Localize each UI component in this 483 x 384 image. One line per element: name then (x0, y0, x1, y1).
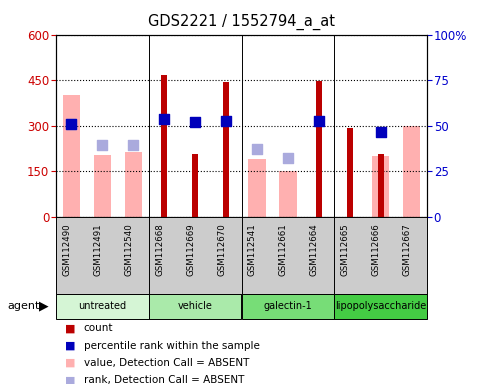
Point (253, 146, 261, 152)
Text: GSM112669: GSM112669 (186, 223, 195, 276)
Text: GSM112665: GSM112665 (341, 223, 350, 276)
Bar (161, 75, 167, 217)
Text: count: count (84, 323, 113, 333)
Text: value, Detection Call = ABSENT: value, Detection Call = ABSENT (84, 358, 249, 368)
Text: GSM112668: GSM112668 (155, 223, 164, 276)
Bar (125, 152, 142, 217)
Text: galectin-1: galectin-1 (264, 301, 313, 311)
Text: percentile rank within the sample: percentile rank within the sample (84, 341, 259, 351)
Bar (378, 154, 384, 217)
Text: GSM112664: GSM112664 (310, 223, 319, 276)
Bar (192, 154, 198, 217)
Bar (316, 81, 322, 217)
Bar (372, 156, 389, 217)
Text: GSM112541: GSM112541 (248, 223, 257, 276)
Bar (56, 294, 149, 319)
Point (191, 119, 199, 125)
Text: ■: ■ (65, 375, 76, 384)
Text: untreated: untreated (78, 301, 126, 311)
Bar (280, 171, 297, 217)
Text: GSM112666: GSM112666 (372, 223, 381, 276)
Point (98, 142, 106, 148)
Text: lipopolysaccharide: lipopolysaccharide (335, 301, 426, 311)
Text: GSM112490: GSM112490 (62, 223, 71, 276)
Text: GSM112540: GSM112540 (124, 223, 133, 276)
Text: GSM112661: GSM112661 (279, 223, 288, 276)
Point (377, 129, 385, 135)
Text: ■: ■ (65, 358, 76, 368)
Point (284, 155, 292, 161)
Bar (62, 95, 80, 217)
Bar (149, 294, 242, 319)
Text: GSM112491: GSM112491 (93, 223, 102, 276)
Bar (242, 294, 334, 319)
Text: ■: ■ (65, 323, 76, 333)
Point (315, 118, 323, 124)
Text: ▶: ▶ (39, 300, 48, 313)
Text: GSM112667: GSM112667 (403, 223, 412, 276)
Bar (334, 294, 427, 319)
Point (129, 142, 137, 148)
Text: GSM112670: GSM112670 (217, 223, 226, 276)
Bar (403, 126, 421, 217)
Text: agent: agent (7, 301, 40, 311)
Point (67, 121, 75, 127)
Text: ■: ■ (65, 341, 76, 351)
Bar (347, 129, 353, 217)
Point (160, 116, 168, 122)
Text: vehicle: vehicle (178, 301, 213, 311)
Point (67, 121, 75, 127)
Point (222, 118, 230, 124)
Text: rank, Detection Call = ABSENT: rank, Detection Call = ABSENT (84, 375, 244, 384)
Bar (94, 155, 111, 217)
Bar (223, 82, 229, 217)
Text: GDS2221 / 1552794_a_at: GDS2221 / 1552794_a_at (148, 13, 335, 30)
Bar (248, 159, 266, 217)
